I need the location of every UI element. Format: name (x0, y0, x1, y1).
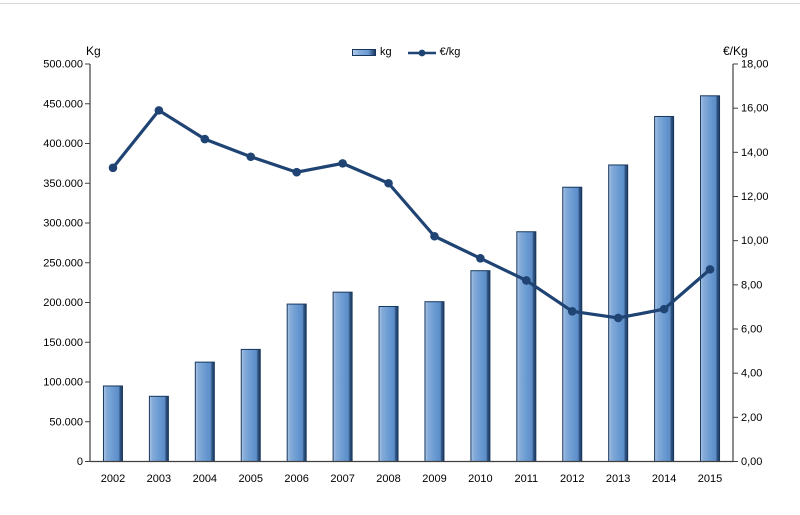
x-axis-label-2011: 2011 (514, 473, 538, 485)
point-2004[interactable] (200, 134, 210, 144)
x-axis-label-2002: 2002 (101, 473, 125, 485)
bar-2002[interactable] (102, 385, 123, 463)
left-axis-tick-label: 200.000 (43, 297, 83, 309)
left-axis-tick-label: 250.000 (43, 257, 83, 269)
bar-2013[interactable] (608, 164, 629, 462)
legend-label-eur-per-kg: €/kg (439, 46, 461, 58)
right-axis-title: €/Kg (723, 44, 748, 58)
eur-per-kg-line[interactable] (111, 108, 712, 320)
x-axis-label-2013: 2013 (606, 473, 630, 485)
point-2007[interactable] (338, 159, 347, 168)
right-axis-tick-label: 4,00 (741, 368, 762, 380)
x-axis-label-2006: 2006 (284, 473, 308, 485)
x-axis-label-2015: 2015 (698, 473, 722, 485)
x-axis-label-2010: 2010 (468, 473, 492, 485)
x-axis-label-2004: 2004 (193, 473, 217, 485)
right-axis-tick-label: 2,00 (741, 412, 762, 424)
legend-label-kg: kg (380, 46, 392, 58)
point-2013[interactable] (613, 313, 623, 323)
point-2011[interactable] (522, 276, 531, 285)
bar-2014[interactable] (654, 115, 675, 462)
point-2008[interactable] (384, 178, 393, 188)
top-border-line (0, 3, 800, 4)
point-2012[interactable] (567, 307, 577, 316)
left-axis-tick-label: 50.000 (49, 416, 83, 428)
point-2009[interactable] (430, 231, 439, 241)
bar-2009[interactable] (424, 301, 445, 462)
left-axis-tick-label: 150.000 (43, 337, 83, 349)
bar-2004[interactable] (194, 361, 215, 462)
point-2010[interactable] (476, 254, 485, 263)
legend-item-eur-per-kg[interactable]: €/kg (407, 46, 461, 58)
right-axis-tick-label: 16,00 (741, 103, 769, 115)
right-axis-tick-label: 10,00 (741, 235, 769, 247)
point-2005[interactable] (246, 152, 256, 162)
bar-2011[interactable] (516, 231, 537, 462)
bar-swatch-icon (352, 49, 376, 56)
point-2002[interactable] (108, 163, 118, 173)
x-axis-label-2008: 2008 (376, 473, 400, 485)
x-axis-label-2005: 2005 (239, 473, 263, 485)
left-axis-tick-label: 300.000 (43, 218, 83, 230)
bar-2012[interactable] (562, 186, 583, 462)
right-axis-tick-label: 6,00 (741, 324, 762, 336)
point-2014[interactable] (659, 304, 669, 314)
legend-item-kg[interactable]: kg (352, 47, 392, 58)
bar-2003[interactable] (148, 395, 169, 462)
right-axis-tick-label: 12,00 (741, 191, 769, 203)
left-axis-tick-label: 450.000 (43, 98, 83, 110)
left-axis-title: Kg (86, 44, 101, 58)
left-axis-tick-label: 0 (77, 456, 83, 468)
bar-2007[interactable] (332, 291, 353, 463)
chart-legend: kg €/kg (352, 47, 460, 58)
left-axis-tick-label: 400.000 (43, 138, 83, 150)
bar-2008[interactable] (378, 305, 399, 462)
left-axis-tick-label: 100.000 (43, 377, 83, 389)
x-axis-label-2014: 2014 (652, 473, 676, 485)
x-axis-label-2003: 2003 (147, 473, 171, 485)
x-axis-label-2007: 2007 (330, 473, 354, 485)
right-axis-tick-label: 0,00 (741, 456, 762, 468)
bar-2010[interactable] (470, 270, 491, 463)
point-2015[interactable] (705, 265, 715, 274)
line-swatch-icon (407, 49, 436, 56)
bar-2015[interactable] (700, 95, 721, 463)
x-axis-label-2009: 2009 (422, 473, 446, 485)
left-axis-tick-label: 350.000 (43, 178, 83, 190)
right-axis-tick-label: 18,00 (741, 59, 769, 71)
left-axis-tick-label: 500.000 (43, 59, 83, 71)
bar-2005[interactable] (240, 348, 261, 462)
bar-2006[interactable] (286, 303, 307, 462)
right-axis-tick-label: 14,00 (741, 147, 769, 159)
right-axis-tick-label: 8,00 (741, 279, 762, 291)
point-2003[interactable] (154, 106, 164, 115)
x-axis-label-2012: 2012 (560, 473, 584, 485)
point-2006[interactable] (292, 167, 301, 177)
